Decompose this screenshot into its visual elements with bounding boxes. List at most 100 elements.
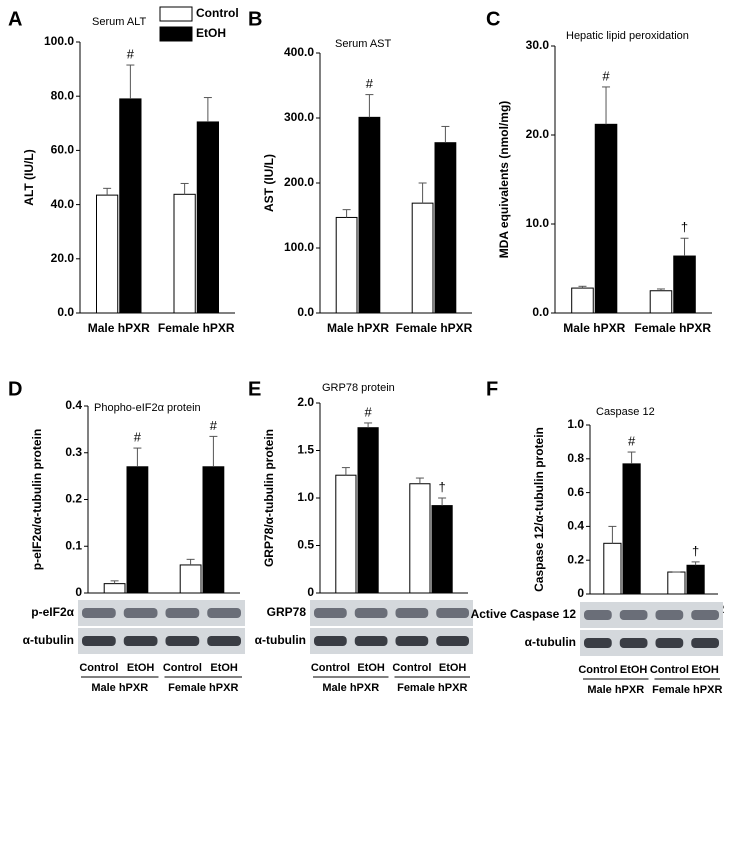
y-tick-label: 40.0 (51, 197, 75, 211)
blot-row-label: α-tubulin (23, 633, 74, 647)
annotation: # (364, 404, 372, 419)
y-tick-label: 0.0 (297, 305, 314, 319)
y-tick-label: 80.0 (51, 88, 75, 102)
bar (173, 193, 196, 314)
bar (686, 564, 705, 595)
blot-band (314, 636, 347, 646)
y-tick-label: 0 (75, 585, 82, 599)
lane-label: Control (79, 662, 118, 674)
x-tick-label: Female hPXR (158, 321, 235, 335)
annotation: † (692, 543, 699, 558)
panel-letter: B (248, 8, 262, 30)
blot-band (314, 608, 347, 618)
bar (202, 466, 225, 594)
x-tick-label: Female hPXR (634, 321, 711, 335)
y-axis-label: p-eIF2α/α-tubulin protein (30, 429, 44, 570)
bar (196, 121, 219, 314)
blot-band (123, 636, 158, 646)
y-axis-label: MDA equivalents (nmol/mg) (497, 101, 511, 259)
blot-band (691, 638, 719, 648)
lane-label: Control (578, 664, 617, 676)
blot-band (82, 636, 116, 646)
blot-band (354, 608, 388, 618)
x-tick-label: Male hPXR (88, 321, 150, 335)
legend-swatch (159, 6, 193, 22)
annotation: # (134, 430, 142, 445)
chart-title: Hepatic lipid peroxidation (566, 30, 689, 42)
annotation: # (210, 418, 218, 433)
y-axis-label: GRP78/α-tubulin protein (262, 429, 276, 567)
bar (409, 483, 431, 594)
lane-label: Control (163, 662, 202, 674)
blot-band (436, 608, 469, 618)
annotation: † (681, 220, 688, 235)
chart-title: Serum ALT (92, 16, 146, 28)
bar (434, 142, 457, 314)
y-tick-label: 0 (577, 586, 584, 600)
panel-letter: A (8, 8, 22, 30)
y-tick-label: 0.1 (65, 538, 82, 552)
blot-row-label: Active Caspase 12 (471, 607, 577, 621)
y-tick-label: 60.0 (51, 143, 75, 157)
y-tick-label: 0 (307, 585, 314, 599)
x-tick-label: Male hPXR (327, 321, 389, 335)
annotation: # (366, 76, 374, 91)
blot-band (395, 636, 429, 646)
y-tick-label: 0.4 (65, 398, 82, 412)
panel-letter: C (486, 8, 500, 30)
y-tick-label: 1.0 (297, 490, 314, 504)
blot-band (165, 636, 200, 646)
lane-label: Control (650, 664, 689, 676)
lane-label: EtOH (127, 662, 155, 674)
bar (667, 571, 686, 595)
blot-row-label: p-eIF2α (31, 605, 74, 619)
bar (571, 287, 594, 314)
chart-title: Phopho-eIF2α protein (94, 402, 201, 414)
y-tick-label: 30.0 (526, 38, 550, 52)
bar (411, 202, 434, 314)
blot-band (655, 638, 684, 648)
blot-band (354, 636, 388, 646)
blot-group-label: Female hPXR (652, 684, 722, 696)
bar (335, 474, 357, 594)
y-tick-label: 0.0 (532, 305, 549, 319)
bar (96, 194, 119, 314)
y-tick-label: 400.0 (284, 45, 314, 59)
y-tick-label: 0.3 (65, 445, 82, 459)
y-tick-label: 0.4 (567, 519, 584, 533)
y-tick-label: 0.5 (297, 538, 314, 552)
blot-band (619, 610, 648, 620)
bar (358, 116, 381, 314)
y-tick-label: 2.0 (297, 395, 314, 409)
blot-band (584, 638, 612, 648)
blot-row-label: GRP78 (267, 605, 307, 619)
annotation: # (628, 433, 636, 448)
y-axis-label: AST (IU/L) (262, 154, 276, 212)
lane-label: Control (392, 662, 431, 674)
y-tick-label: 0.6 (567, 485, 584, 499)
blot-band (691, 610, 719, 620)
bar (622, 463, 641, 595)
blot-group-label: Male hPXR (587, 684, 644, 696)
y-tick-label: 100.0 (284, 240, 314, 254)
y-axis-label: ALT (IU/L) (22, 149, 36, 205)
y-tick-label: 300.0 (284, 110, 314, 124)
lane-label: EtOH (210, 662, 238, 674)
blot-band (207, 608, 241, 618)
annotation: # (602, 68, 610, 83)
chart-title: Serum AST (335, 38, 392, 50)
blot-band (584, 610, 612, 620)
lane-label: EtOH (439, 662, 467, 674)
annotation: † (438, 479, 445, 494)
blot-band (165, 608, 200, 618)
blot-band (655, 610, 684, 620)
panel-letter: E (248, 378, 261, 400)
y-tick-label: 1.5 (297, 443, 314, 457)
x-tick-label: Male hPXR (563, 321, 625, 335)
y-tick-label: 20.0 (526, 127, 550, 141)
y-tick-label: 10.0 (526, 216, 550, 230)
bar (179, 564, 202, 594)
bar (649, 290, 673, 314)
blot-band (619, 638, 648, 648)
bar (431, 505, 453, 594)
